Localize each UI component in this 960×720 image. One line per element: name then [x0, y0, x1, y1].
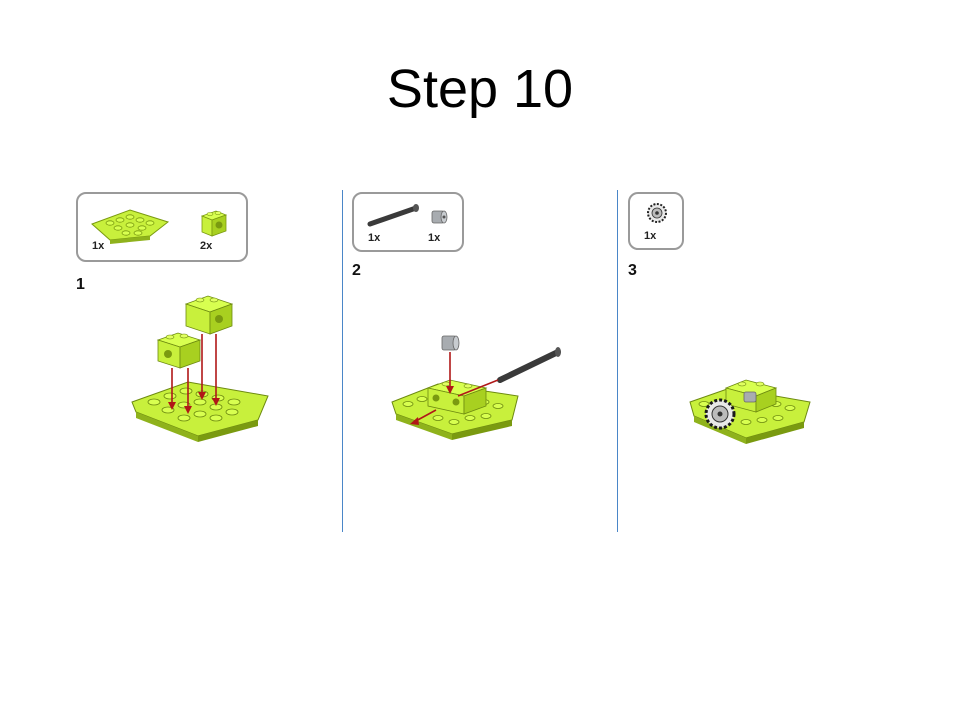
gear-icon — [647, 203, 667, 223]
part-quantity: 2x — [200, 240, 213, 252]
part-quantity: 1x — [368, 232, 381, 244]
assembly-illustration-2 — [391, 335, 561, 440]
step-number: 3 — [628, 262, 637, 279]
part-quantity: 1x — [92, 240, 105, 252]
step-number: 2 — [352, 262, 361, 279]
axle-icon — [367, 204, 419, 227]
slide-title: Step 10 — [386, 59, 574, 119]
panel-divider — [617, 190, 618, 532]
parts-callout: 1x 1x — [352, 192, 464, 252]
part-quantity: 1x — [644, 230, 657, 242]
parts-callout: 1x — [628, 192, 684, 250]
step-number: 1 — [76, 276, 85, 293]
part-quantity: 1x — [428, 232, 441, 244]
bush-icon — [431, 210, 448, 224]
assembly-illustration-3 — [689, 379, 811, 444]
technic-brick-icon — [200, 210, 228, 237]
assembly-illustration-1 — [131, 295, 269, 442]
wedge-plate-icon — [91, 209, 170, 244]
panel-divider — [342, 190, 343, 532]
parts-callout: 1x 2x — [76, 192, 248, 262]
